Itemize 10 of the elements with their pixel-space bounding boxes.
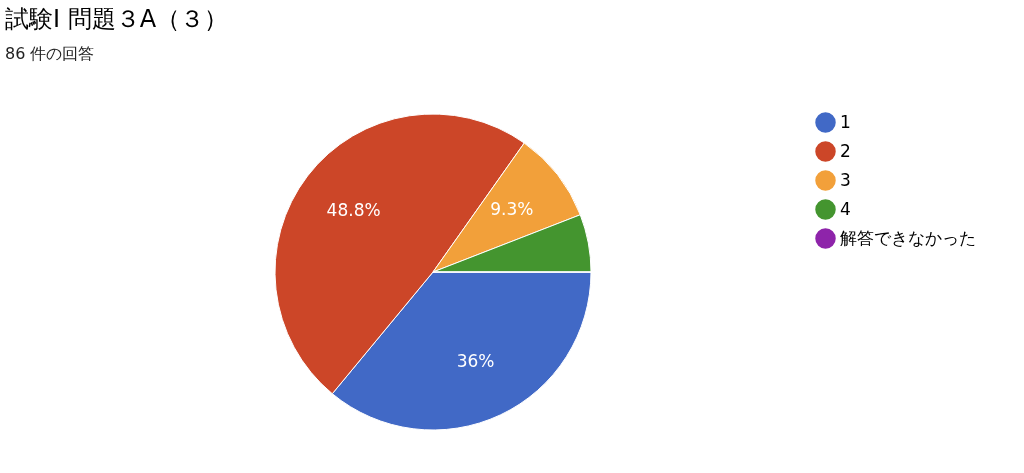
- legend-label: 1: [840, 111, 851, 132]
- chart-title: 試験Ⅰ 問題３A（３）: [5, 5, 229, 33]
- legend-label: 4: [840, 198, 851, 219]
- text: 86 件の回答: [5, 44, 95, 63]
- legend-label: 2: [840, 140, 851, 161]
- data-label: 48.8%: [326, 200, 381, 221]
- data-label: 9.3%: [490, 199, 534, 220]
- legend-label: 解答できなかった: [840, 227, 976, 248]
- data-label: 36%: [456, 351, 495, 372]
- legend-label: 3: [840, 169, 851, 190]
